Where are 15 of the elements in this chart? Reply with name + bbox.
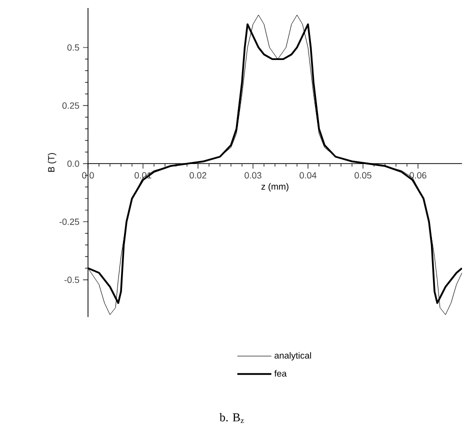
- y-axis-title: B (T): [48, 153, 56, 172]
- y-tick-label: 0.25: [62, 102, 80, 109]
- legend-label: analytical: [274, 352, 311, 360]
- y-tick-label: 0.5: [67, 44, 80, 51]
- x-axis-title: z (mm): [261, 183, 288, 192]
- x-tick-label: 0.05: [354, 172, 372, 179]
- x-tick-label: 0.03: [244, 172, 262, 179]
- legend-label: fea: [274, 370, 287, 377]
- y-tick-label: 0.0: [67, 160, 80, 167]
- x-tick-label: 0.06: [410, 172, 426, 179]
- y-tick-label: -0.25: [59, 218, 80, 225]
- text: b. B$_{z}$: [220, 412, 244, 424]
- x-tick-label: 0.04: [300, 172, 316, 179]
- y-tick-label: -0.5: [64, 276, 80, 284]
- x-tick-label: 0.02: [190, 172, 206, 179]
